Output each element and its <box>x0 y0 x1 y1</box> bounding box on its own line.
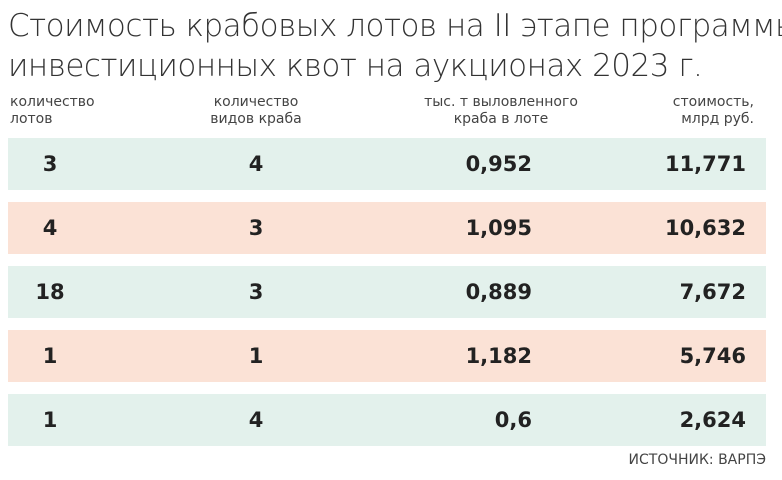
table-row: 1 4 0,6 2,624 <box>8 394 766 446</box>
table-cell: 4 <box>42 216 58 240</box>
column-header: количество видов краба <box>210 94 302 127</box>
table-cell: 0,6 <box>494 408 532 432</box>
table-row: 4 3 1,095 10,632 <box>8 202 766 254</box>
table-cell: 5,746 <box>679 344 746 368</box>
table-cell: 3 <box>248 280 264 304</box>
table-cell: 1 <box>42 408 58 432</box>
title-line: инвестиционных квот на аукционах 2023 г. <box>8 48 703 84</box>
table-cell: 1 <box>42 344 58 368</box>
table-cell: 1 <box>248 344 264 368</box>
column-header: тыс. т выловленного краба в лоте <box>424 94 578 127</box>
table-row: 1 1 1,182 5,746 <box>8 330 766 382</box>
table-cell: 0,889 <box>465 280 532 304</box>
title-line: Стоимость крабовых лотов на II этапе про… <box>8 8 782 44</box>
table-cell: 11,771 <box>664 152 746 176</box>
table-cell: 2,624 <box>679 408 746 432</box>
source: ИСТОЧНИК: ВАРПЭ <box>628 452 766 468</box>
table-cell: 1,182 <box>465 344 532 368</box>
table-cell: 0,952 <box>465 152 532 176</box>
table-cell: 3 <box>248 216 264 240</box>
table-cell: 10,632 <box>664 216 746 240</box>
table-cell: 18 <box>35 280 65 304</box>
table-cell: 7,672 <box>679 280 746 304</box>
table-cell: 4 <box>248 152 264 176</box>
column-header: количество лотов <box>10 94 95 127</box>
table-row: 3 4 0,952 11,771 <box>8 138 766 190</box>
table-cell: 4 <box>248 408 264 432</box>
table-cell: 3 <box>42 152 58 176</box>
column-header: стоимость, млрд руб. <box>672 94 754 127</box>
table-cell: 1,095 <box>465 216 532 240</box>
table-row: 18 3 0,889 7,672 <box>8 266 766 318</box>
